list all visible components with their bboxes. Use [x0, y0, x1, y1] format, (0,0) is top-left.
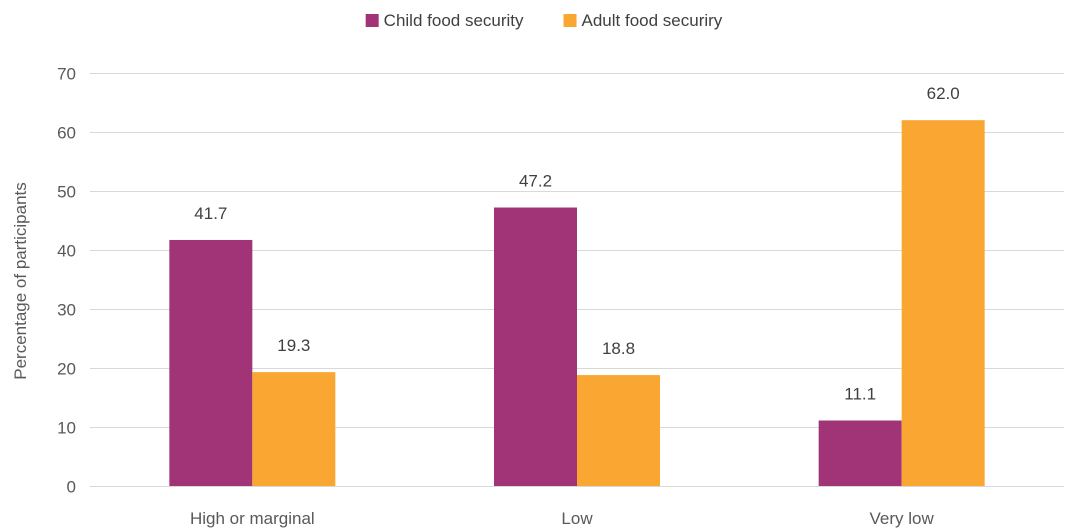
- bar-adult-food-securiry-high-or-marginal: [252, 372, 336, 486]
- data-label: 11.1: [844, 385, 876, 404]
- bar-child-food-security-very-low: [818, 420, 902, 486]
- x-axis-tick-labels: High or marginal Low Very low: [190, 509, 935, 528]
- legend: Child food security Adult food securiry: [365, 11, 723, 30]
- x-tick-label: Very low: [870, 509, 935, 528]
- x-tick-label: High or marginal: [190, 509, 315, 528]
- y-tick-label: 0: [67, 478, 76, 497]
- data-labels: 41.7 19.3 47.2 18.8 11.1 62.0: [194, 84, 959, 403]
- bar-child-food-security-low: [494, 207, 577, 486]
- bar-adult-food-securiry-low: [577, 375, 660, 486]
- y-tick-label: 60: [57, 124, 76, 143]
- y-tick-label: 70: [57, 65, 76, 84]
- data-label: 19.3: [277, 336, 310, 355]
- y-tick-label: 10: [57, 419, 76, 438]
- y-tick-label: 20: [57, 360, 76, 379]
- bar-adult-food-securiry-very-low: [901, 120, 985, 486]
- data-label: 62.0: [927, 84, 960, 103]
- bar-child-food-security-high-or-marginal: [169, 239, 253, 486]
- y-tick-label: 50: [57, 183, 76, 202]
- legend-item: Child food security: [365, 11, 524, 30]
- y-tick-label: 40: [57, 242, 76, 261]
- data-label: 18.8: [602, 339, 635, 358]
- legend-label: Adult food securiry: [582, 11, 723, 30]
- legend-swatch: [365, 14, 379, 27]
- legend-item: Adult food securiry: [563, 11, 723, 30]
- bars: [169, 120, 985, 486]
- legend-swatch: [563, 14, 577, 27]
- y-axis-tick-labels: 0 10 20 30 40 50 60 70: [57, 65, 76, 497]
- data-label: 47.2: [519, 172, 552, 191]
- y-tick-label: 30: [57, 301, 76, 320]
- y-axis-title: Percentage of participants: [11, 182, 30, 380]
- data-label: 41.7: [194, 204, 227, 223]
- x-tick-label: Low: [561, 509, 593, 528]
- legend-label: Child food security: [384, 11, 524, 30]
